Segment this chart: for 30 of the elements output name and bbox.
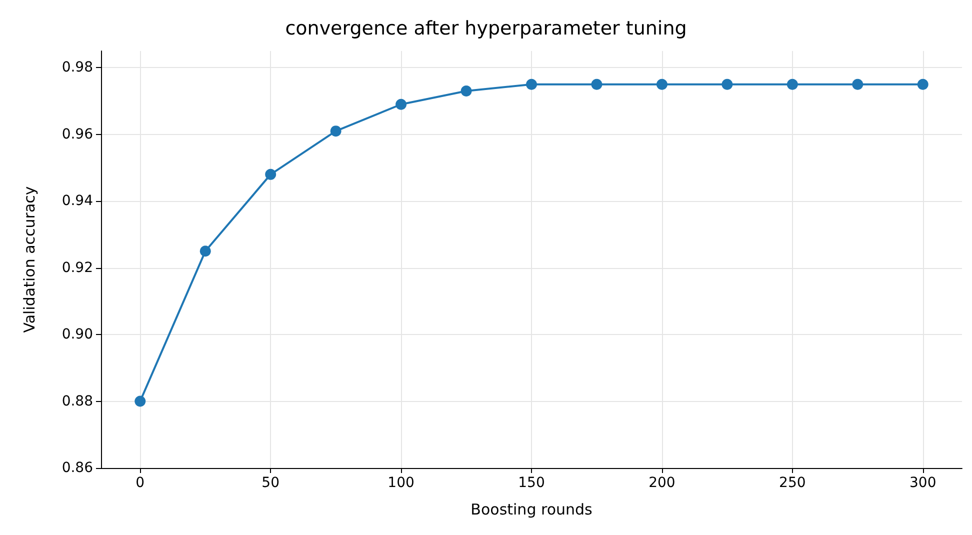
point	[786, 78, 798, 90]
point	[917, 78, 928, 90]
point	[265, 168, 276, 180]
x-tick-label: 200	[648, 475, 676, 491]
x-tick-label: 0	[136, 475, 145, 491]
point	[722, 78, 733, 90]
x-axis-title: Boosting rounds	[470, 500, 593, 518]
y-tick-label: 0.86	[62, 460, 94, 476]
point	[460, 86, 472, 97]
y-axis-title: Validation accuracy	[20, 186, 38, 333]
point	[526, 78, 537, 90]
chart-title: convergence after hyperparameter tuning	[285, 18, 687, 40]
x-tick-label: 100	[388, 475, 414, 491]
y-tick-label: 0.94	[62, 193, 94, 210]
y-tick-label: 0.88	[62, 393, 93, 410]
point	[591, 78, 602, 90]
y-tick-label: 0.98	[62, 60, 93, 76]
point	[134, 396, 146, 407]
point	[200, 246, 211, 257]
x-tick-label: 150	[518, 475, 545, 491]
point	[330, 126, 342, 137]
y-tick-label: 0.92	[62, 260, 93, 276]
x-tick-label: 300	[909, 475, 936, 491]
x-tick-label: 50	[262, 475, 280, 491]
point	[852, 78, 864, 90]
x-tick-label: 250	[779, 475, 806, 491]
point	[656, 78, 668, 90]
y-tick-label: 0.90	[62, 326, 93, 343]
point	[396, 98, 407, 110]
y-tick-label: 0.96	[62, 126, 94, 142]
